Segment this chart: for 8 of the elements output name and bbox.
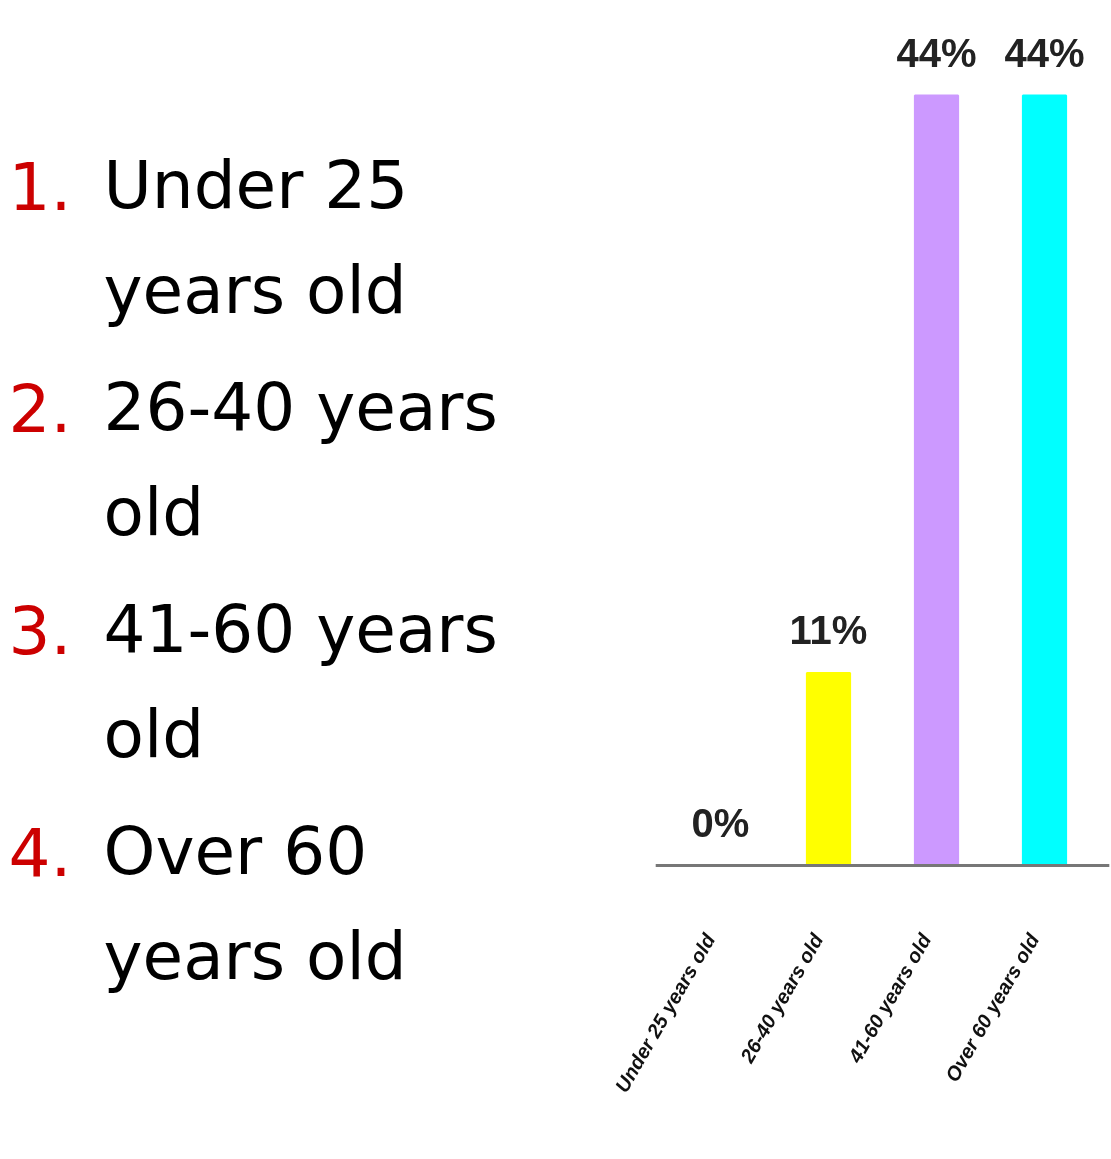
text: 4. Over 60 years old (8, 813, 407, 995)
data-label: 0% (691, 800, 750, 845)
text: 3. 41-60 years old (8, 591, 498, 773)
data-label: 44% (1004, 30, 1085, 75)
text: 2. 26-40 years old (8, 369, 498, 551)
text: 1. Under 25 years old (8, 147, 409, 329)
data-label: 11% (789, 608, 868, 652)
data-label: 44% (896, 30, 977, 75)
